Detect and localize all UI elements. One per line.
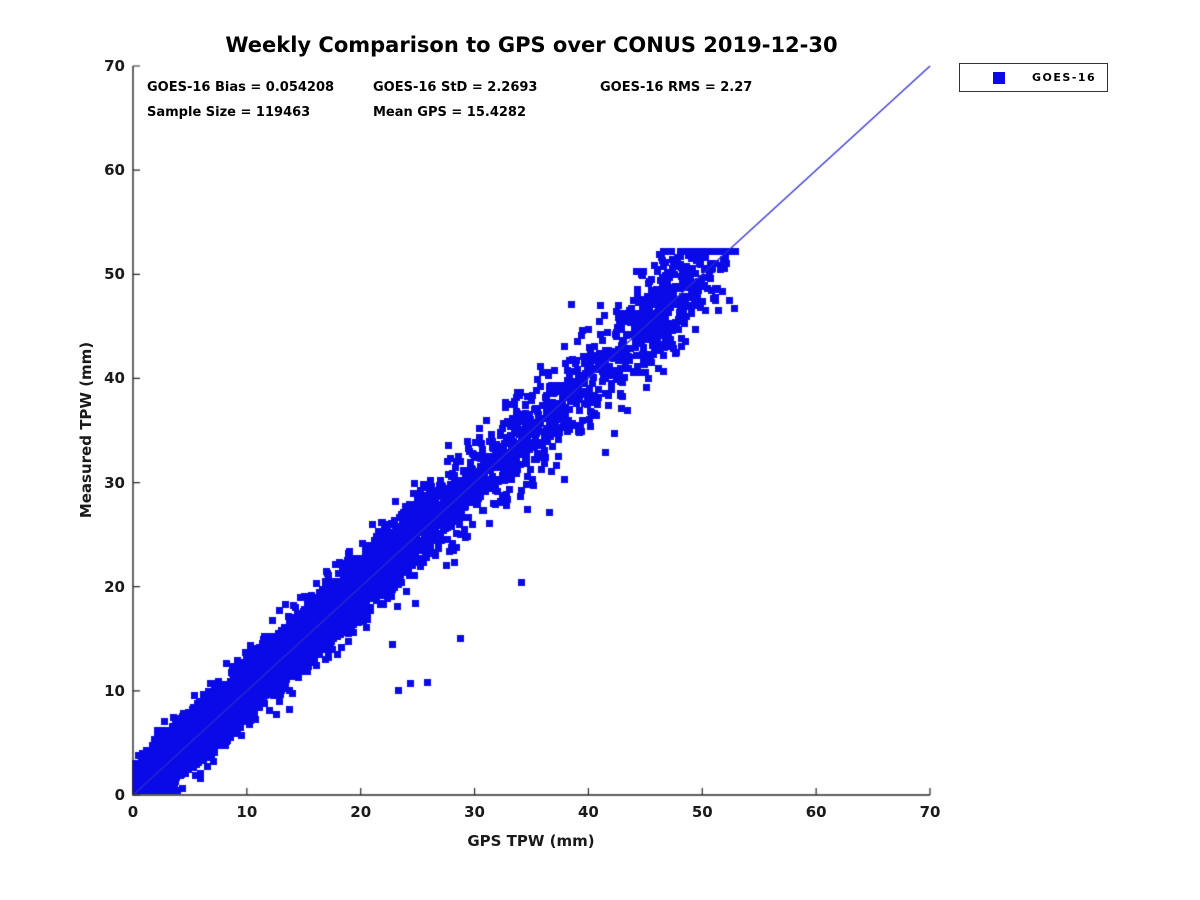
x-tick-label: 0 (127, 803, 139, 821)
legend-box: GOES-16 (959, 63, 1108, 92)
y-tick-label: 60 (104, 161, 125, 180)
legend-series-label: GOES-16 (1032, 71, 1097, 84)
x-tick-label: 60 (805, 803, 827, 821)
x-tick-label: 20 (350, 803, 372, 821)
stat-sample-size: Sample Size = 119463 (147, 105, 311, 120)
x-tick-label: 70 (919, 803, 941, 821)
legend-marker-square-icon (993, 71, 1005, 84)
y-tick-label: 40 (104, 369, 125, 388)
stat-rms: GOES-16 RMS = 2.27 (600, 80, 753, 95)
y-tick-label: 70 (104, 57, 125, 75)
y-tick-label: 30 (104, 473, 125, 492)
stat-bias: GOES-16 Bias = 0.054208 (147, 80, 335, 95)
y-axis-label: Measured TPW (mm) (77, 341, 95, 519)
y-tick-label: 20 (104, 577, 125, 596)
x-tick-label: 50 (691, 803, 713, 821)
y-tick-label: 10 (104, 681, 125, 700)
chart-title: Weekly Comparison to GPS over CONUS 2019… (225, 33, 838, 57)
x-tick-label: 40 (577, 803, 599, 821)
x-tick-label: 10 (236, 803, 258, 821)
y-tick-label: 0 (114, 786, 125, 804)
stat-mean-gps: Mean GPS = 15.4282 (373, 105, 527, 120)
stat-std: GOES-16 StD = 2.2693 (373, 80, 538, 95)
x-tick-label: 30 (464, 803, 485, 821)
x-axis-label: GPS TPW (mm) (467, 832, 595, 850)
y-tick-label: 50 (104, 265, 125, 284)
